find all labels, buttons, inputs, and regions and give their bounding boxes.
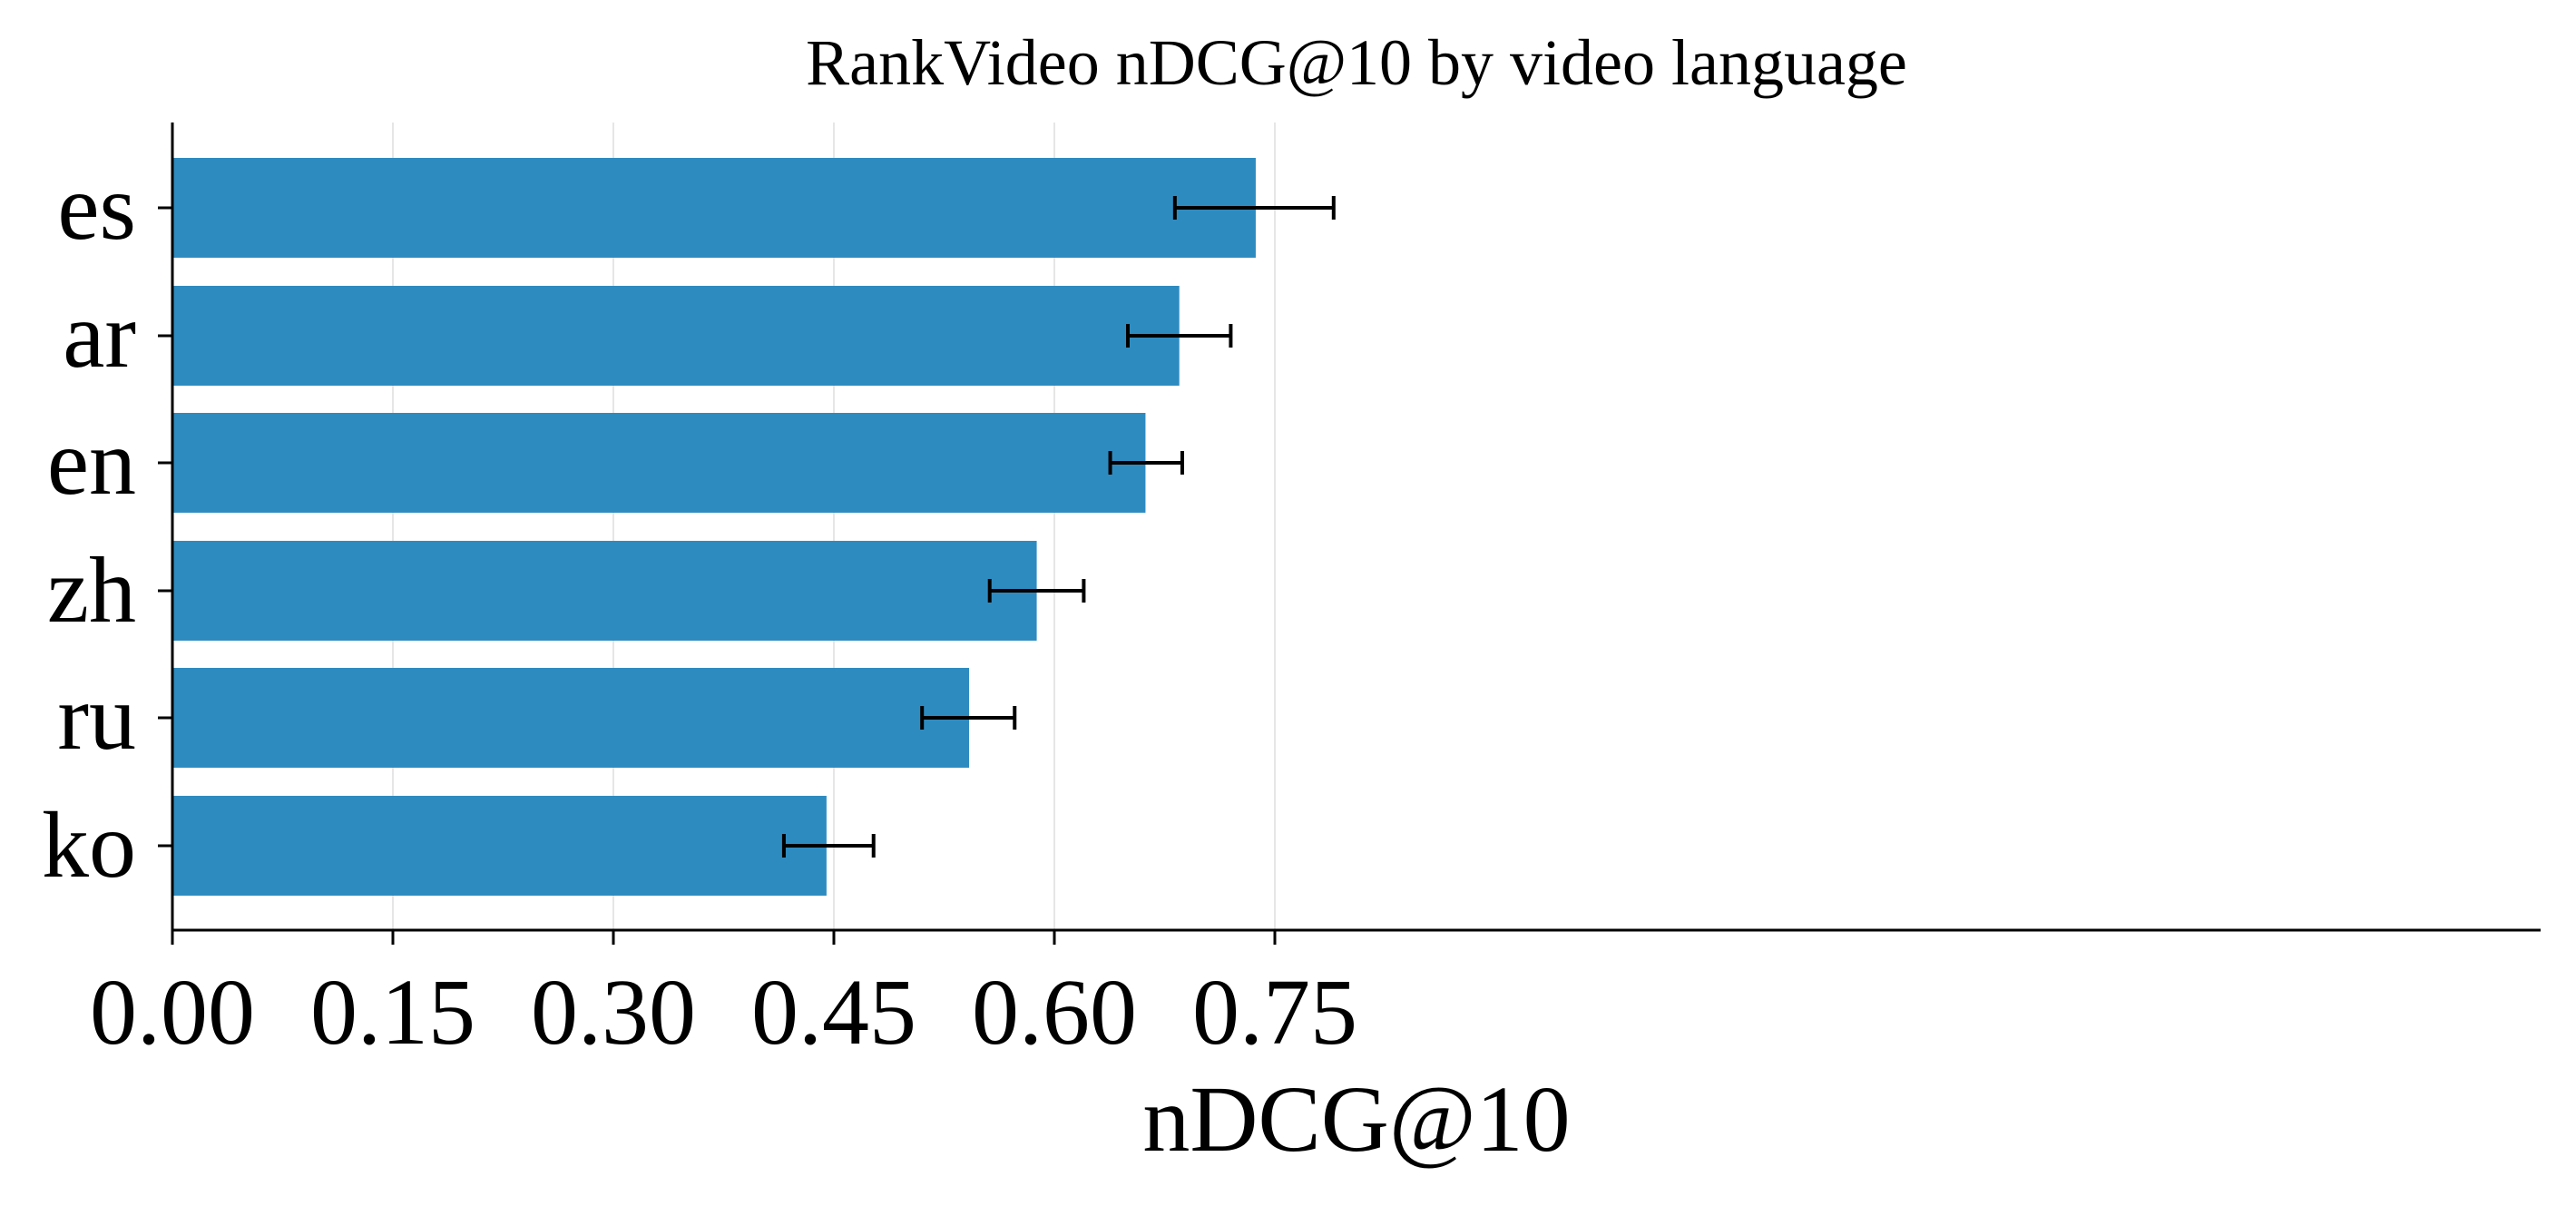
y-tick-label-ru: ru xyxy=(57,665,136,770)
bar-ko xyxy=(172,796,827,896)
y-tick-label-zh: zh xyxy=(47,538,136,642)
x-tick-label: 0.60 xyxy=(972,960,1137,1064)
x-tick-label: 0.30 xyxy=(531,960,696,1064)
y-tick-label-en: en xyxy=(47,410,136,515)
error-bar-en xyxy=(1108,451,1184,475)
y-tick-label-ar: ar xyxy=(63,283,136,387)
error-bars xyxy=(781,196,1336,858)
y-tick-label-es: es xyxy=(57,155,136,260)
x-tick-label: 0.75 xyxy=(1192,960,1357,1064)
x-tick-label: 0.15 xyxy=(310,960,475,1064)
y-tick-label-ko: ko xyxy=(42,793,136,897)
x-axis-label: nDCG@10 xyxy=(1142,1067,1570,1172)
bar-ru xyxy=(172,668,970,768)
tick-labels: es ar en zh ru ko 0.00 0.15 0.30 0.45 0.60 0.75 xyxy=(42,155,1357,1064)
bar-ar xyxy=(172,286,1180,386)
x-tick-label: 0.45 xyxy=(751,960,916,1064)
error-bar-ru xyxy=(920,706,1017,730)
bar-en xyxy=(172,413,1146,513)
chart-title: RankVideo nDCG@10 by video language xyxy=(806,26,1907,99)
x-tick-label: 0.00 xyxy=(90,960,255,1064)
error-bar-ar xyxy=(1126,324,1233,348)
error-bar-es xyxy=(1172,196,1336,220)
axes xyxy=(158,123,2541,945)
error-bar-ko xyxy=(781,834,876,858)
bar-es xyxy=(172,158,1256,258)
error-bar-zh xyxy=(987,579,1086,603)
bars xyxy=(172,158,1256,896)
bar-zh xyxy=(172,541,1037,641)
